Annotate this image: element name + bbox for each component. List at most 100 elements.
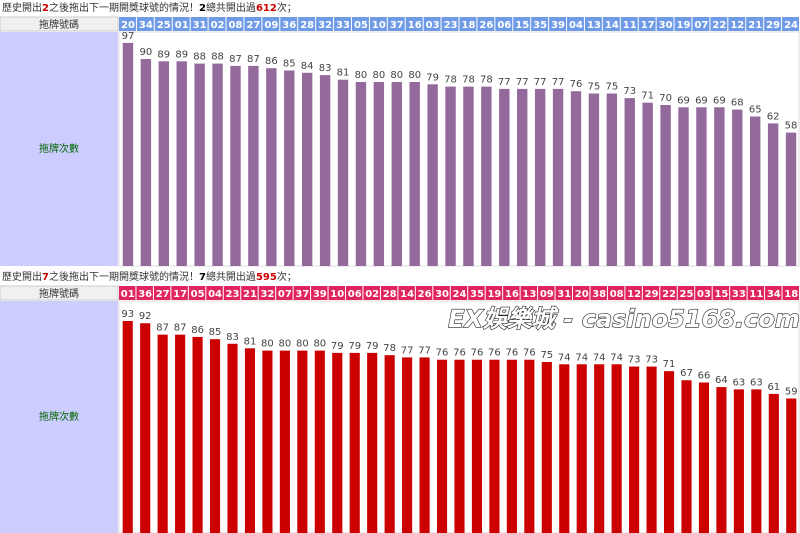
bar — [427, 84, 438, 266]
bar — [402, 357, 413, 533]
category-label: 02 — [211, 20, 225, 31]
header-cell — [328, 286, 345, 300]
bar — [158, 61, 169, 266]
category-label: 21 — [748, 20, 762, 31]
value-label: 83 — [319, 63, 332, 74]
value-label: 73 — [645, 355, 658, 366]
value-label: 58 — [785, 121, 798, 132]
value-label: 78 — [462, 75, 475, 86]
bar — [559, 364, 570, 533]
bar — [409, 82, 420, 266]
bar — [629, 366, 640, 533]
value-label: 73 — [628, 355, 641, 366]
value-label: 88 — [211, 52, 224, 63]
title-part: 歷史開出 — [2, 270, 42, 283]
bar — [660, 105, 671, 266]
value-label: 67 — [680, 368, 693, 379]
bar — [445, 86, 456, 266]
category-label: 26 — [418, 289, 432, 300]
header-cell — [334, 17, 351, 31]
value-label: 74 — [593, 352, 606, 363]
bar — [732, 109, 743, 266]
value-label: 80 — [296, 339, 309, 350]
header-cell — [590, 286, 607, 300]
value-label: 87 — [229, 54, 242, 65]
bar — [192, 336, 203, 533]
header-cell — [782, 286, 799, 300]
bar — [332, 352, 343, 533]
value-label: 71 — [641, 91, 654, 102]
bar — [506, 359, 517, 533]
bar — [337, 79, 349, 266]
bar — [140, 323, 151, 533]
value-label: 89 — [157, 49, 170, 60]
header-cell — [188, 286, 206, 300]
category-label: 05 — [191, 289, 205, 300]
bar — [419, 357, 430, 533]
bar — [698, 382, 710, 533]
header-cell — [119, 17, 136, 31]
header-cell — [692, 17, 710, 31]
category-label: 04 — [569, 20, 583, 31]
watermark: EX娛樂城 - casino5168.com — [448, 305, 800, 333]
value-label: 84 — [301, 61, 314, 72]
category-label: 18 — [461, 20, 475, 31]
value-label: 64 — [715, 375, 728, 386]
bar — [733, 389, 744, 533]
title-part: 7 — [199, 272, 206, 283]
value-label: 66 — [698, 371, 711, 382]
category-label: 27 — [156, 289, 170, 300]
value-label: 79 — [348, 341, 361, 352]
value-label: 拖牌次數 — [39, 410, 79, 423]
title-part: 總共開出過 — [206, 270, 256, 283]
bar — [140, 59, 152, 266]
header-cell — [485, 286, 503, 300]
value-label: 76 — [570, 79, 583, 90]
header-cell — [363, 286, 380, 300]
category-label: 08 — [229, 20, 243, 31]
bar — [646, 366, 657, 533]
value-label: 77 — [534, 77, 547, 88]
header-cell — [782, 17, 799, 31]
header-label: 拖牌號碼 — [39, 287, 79, 300]
bar — [227, 343, 238, 533]
bar — [122, 320, 133, 533]
value-label: 74 — [610, 352, 623, 363]
header-cell — [674, 17, 692, 31]
header-cell — [226, 17, 244, 31]
category-label: 08 — [610, 289, 624, 300]
bar — [122, 42, 134, 267]
category-label: 16 — [505, 289, 519, 300]
category-label: 11 — [623, 20, 637, 31]
header-cell — [638, 17, 656, 31]
value-label: 79 — [366, 341, 379, 352]
category-label: 32 — [260, 289, 274, 300]
category-label: 35 — [470, 289, 484, 300]
category-label: 13 — [587, 20, 601, 31]
header-cell — [280, 17, 298, 31]
bar — [266, 68, 277, 266]
value-label: 90 — [140, 47, 153, 58]
bar — [489, 359, 500, 533]
value-label: 76 — [506, 348, 519, 359]
title-part: 612 — [256, 3, 277, 14]
value-label: 85 — [209, 327, 222, 338]
bar — [751, 389, 762, 533]
value-label: 77 — [498, 77, 511, 88]
header-cell — [405, 17, 423, 31]
title-part: 7 — [42, 272, 49, 283]
bar — [768, 393, 779, 533]
header-cell — [136, 17, 154, 31]
header-label-cell — [0, 285, 119, 301]
title-part: 之後拖出下一期開獎球號的情況！ — [49, 270, 199, 283]
header-cell — [190, 17, 208, 31]
bar — [767, 123, 779, 267]
value-label: 76 — [436, 348, 449, 359]
category-label: 36 — [282, 20, 296, 31]
bar — [384, 355, 395, 533]
bar — [750, 116, 761, 266]
value-label: 75 — [588, 82, 601, 93]
header-cell — [602, 17, 620, 31]
bar — [517, 88, 528, 267]
